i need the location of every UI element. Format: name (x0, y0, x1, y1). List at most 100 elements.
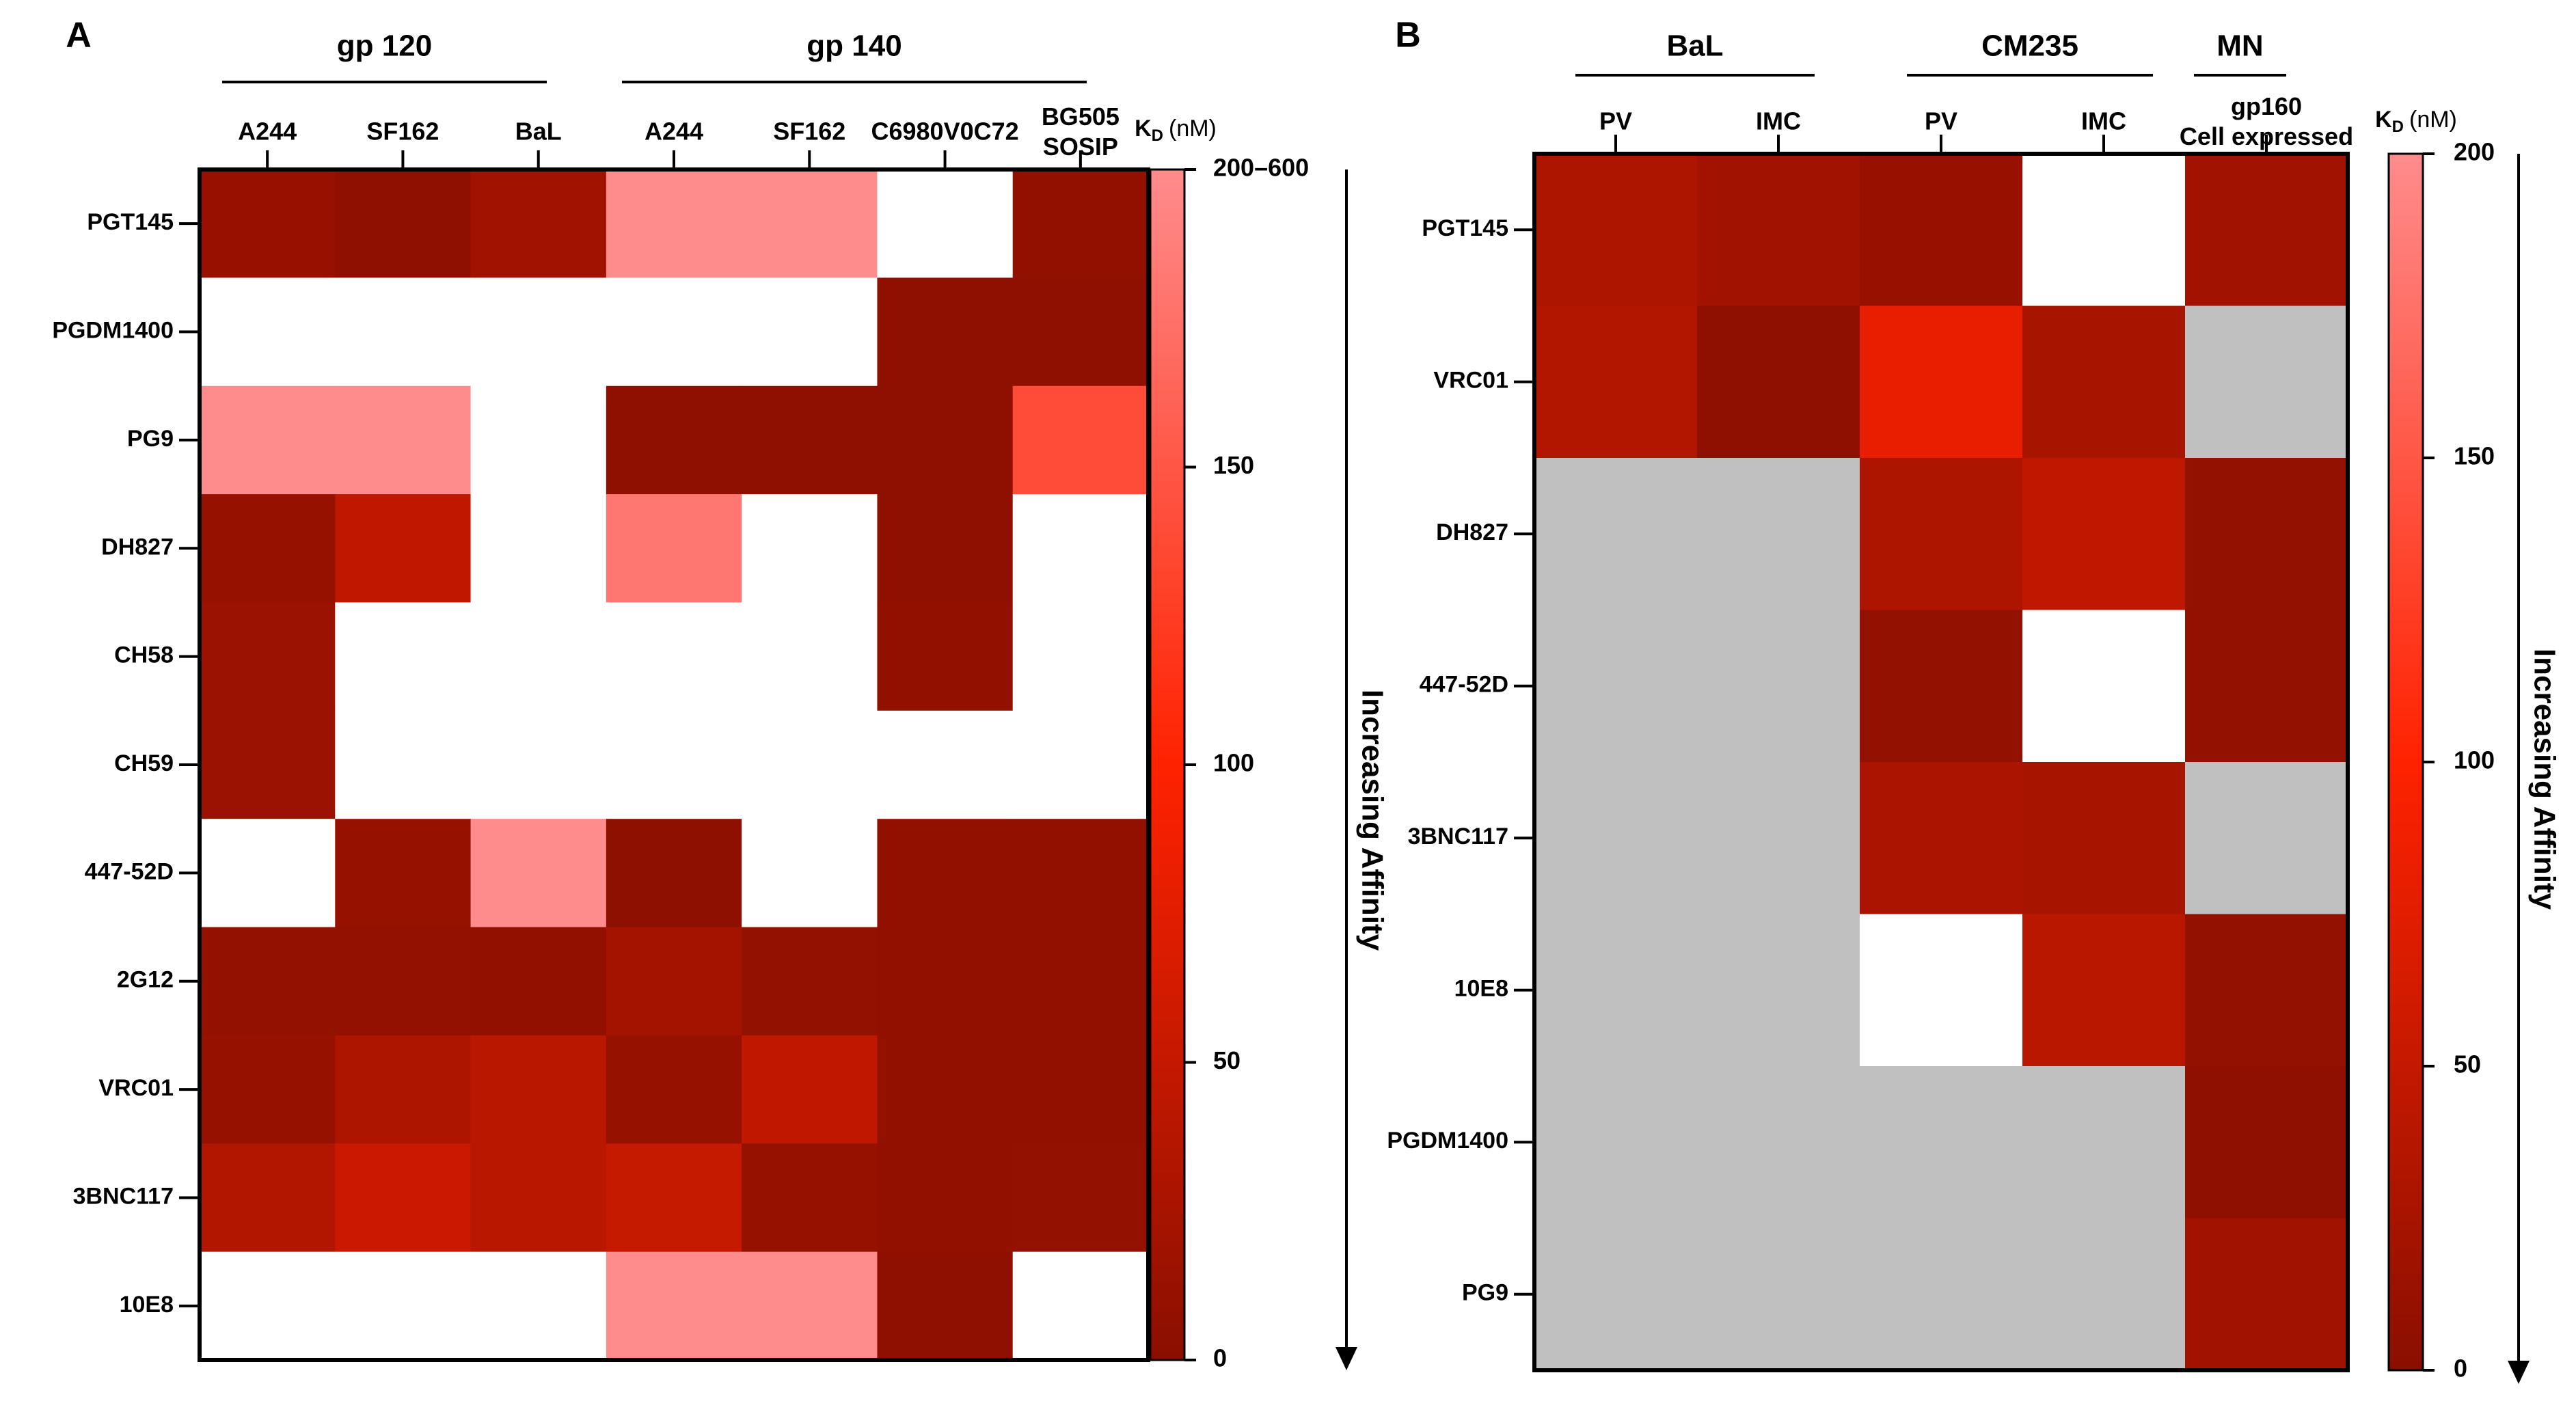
panel-label: B (1395, 16, 1421, 55)
colorbar-title-k: K (2375, 107, 2392, 133)
heatmap-cell (1012, 1143, 1149, 1253)
heatmap-cell (2185, 610, 2348, 763)
row-label: 10E8 (1454, 976, 1508, 1002)
colorbar-tick-label: 0 (2454, 1355, 2467, 1383)
colorbar (1149, 168, 1186, 1361)
affinity-arrow-head (1336, 1347, 1357, 1370)
row-label: CH58 (114, 642, 174, 668)
heatmap-cell (877, 602, 1014, 711)
row-label: 3BNC117 (1408, 824, 1508, 849)
heatmap-cell (877, 385, 1014, 495)
colorbar-tick-label: 150 (2454, 442, 2495, 470)
heatmap-cell (1012, 169, 1149, 278)
column-label-line: BG505 (1042, 103, 1120, 131)
column-label: IMC (1756, 107, 1801, 135)
heatmap-cell (470, 927, 607, 1036)
heatmap-cell (2022, 458, 2186, 610)
colorbar-title-unit: (nM) (1169, 115, 1217, 141)
heatmap-cell (1860, 1218, 2023, 1371)
affinity-arrow-head (2508, 1361, 2530, 1384)
heatmap-cell (470, 385, 607, 495)
column-label: A244 (238, 118, 297, 146)
heatmap-cell (335, 927, 472, 1036)
column-label: C6980V0C72 (871, 118, 1018, 146)
row-label: PGDM1400 (52, 318, 174, 344)
heatmap-cell (335, 819, 472, 928)
heatmap-cell (606, 169, 742, 278)
heatmap-cell (606, 385, 742, 495)
heatmap-cell (2022, 154, 2186, 306)
heatmap-cell (470, 710, 607, 819)
colorbar (2387, 152, 2424, 1372)
heatmap-cell (1534, 1218, 1698, 1371)
column-label: PV (1599, 107, 1632, 135)
heatmap-cell (877, 1143, 1014, 1253)
colorbar-title-unit: (nM) (2409, 107, 2457, 133)
heatmap-cell (470, 1251, 607, 1361)
heatmap-cell (1012, 385, 1149, 495)
column-group-label: gp 120 (337, 29, 432, 63)
heatmap-cell (1012, 277, 1149, 387)
heatmap-cell (335, 602, 472, 711)
heatmap-cell (606, 494, 742, 603)
row-label: VRC01 (1433, 368, 1508, 394)
heatmap-cell (470, 494, 607, 603)
heatmap-cell (742, 710, 878, 819)
heatmap-cell (1860, 610, 2023, 763)
heatmap-cell (2022, 914, 2186, 1067)
heatmap-cell (335, 277, 472, 387)
row-label: CH59 (114, 750, 174, 776)
affinity-arrow-label: Increasing Affinity (2527, 649, 2561, 910)
column-label: SF162 (773, 118, 845, 146)
row-label: DH827 (101, 534, 174, 560)
colorbar-tick-label: 100 (1213, 749, 1254, 777)
heatmap-cell (200, 1035, 336, 1144)
colorbar-top-label: 200–600 (1213, 154, 1309, 182)
heatmap-cell (200, 385, 336, 495)
colorbar-tick-label: 50 (1213, 1046, 1240, 1074)
heatmap-cell (606, 277, 742, 387)
row-label: 3BNC117 (73, 1183, 174, 1209)
heatmap-cell (606, 710, 742, 819)
heatmap-cell (1534, 762, 1698, 914)
heatmap-cell (1534, 305, 1698, 459)
heatmap-cell (2022, 1066, 2186, 1219)
row-label: 10E8 (120, 1292, 174, 1318)
heatmap-cell (606, 819, 742, 928)
row-label: PG9 (1462, 1280, 1508, 1306)
heatmap-cell (470, 819, 607, 928)
heatmap-cell (1534, 914, 1698, 1067)
heatmap-cell (2185, 762, 2348, 914)
heatmap-cell (1860, 762, 2023, 914)
heatmap-cell (1860, 914, 2023, 1067)
heatmap-cell (606, 927, 742, 1036)
heatmap-cell (1697, 458, 1860, 610)
heatmap-cell (200, 1251, 336, 1361)
colorbar-title-k: K (1135, 115, 1152, 141)
heatmap-cell (200, 819, 336, 928)
column-label: A244 (645, 118, 703, 146)
heatmap-cell (742, 169, 878, 278)
heatmap-cell (2022, 610, 2186, 763)
heatmap-cell (1012, 927, 1149, 1036)
column-label: PV (1925, 107, 1957, 135)
row-label: PG9 (127, 426, 174, 452)
heatmap-cell (742, 1035, 878, 1144)
colorbar-top-label: 200 (2454, 138, 2495, 166)
heatmap-cell (1697, 762, 1860, 914)
heatmap-cell (1534, 1066, 1698, 1219)
colorbar-title: KD (nM) (2375, 107, 2457, 136)
heatmap-cell (1012, 819, 1149, 928)
heatmap-cell (470, 1035, 607, 1144)
heatmap-cell (335, 1035, 472, 1144)
row-label: PGT145 (87, 209, 174, 235)
heatmap-cell (200, 927, 336, 1036)
heatmap-cell (1860, 458, 2023, 610)
heatmap-cell (1697, 305, 1860, 459)
heatmap-cell (742, 494, 878, 603)
heatmap-cell (200, 277, 336, 387)
heatmap-cell (877, 710, 1014, 819)
heatmap-cell (2185, 914, 2348, 1067)
heatmap-frame (198, 167, 1150, 1362)
